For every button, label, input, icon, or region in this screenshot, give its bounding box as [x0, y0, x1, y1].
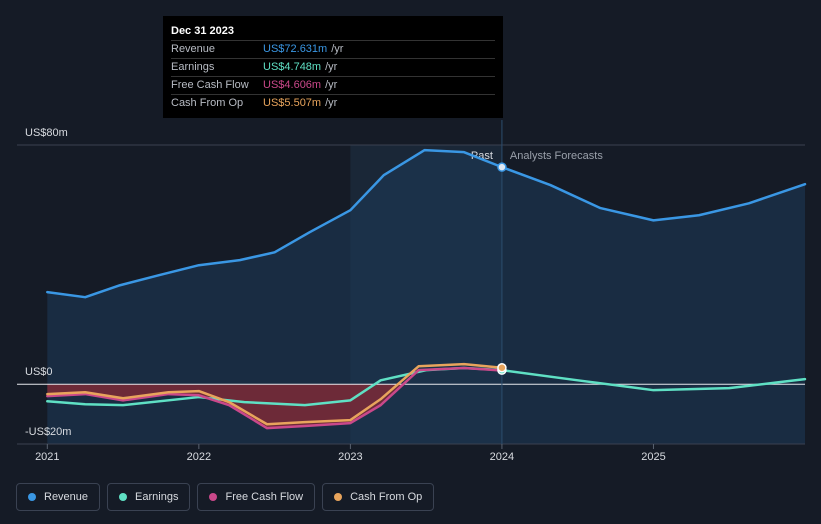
point-marker: [497, 363, 507, 373]
tooltip-date: Dec 31 2023: [171, 25, 234, 37]
tooltip-row: Free Cash Flow US$4.606m/yr: [171, 76, 495, 94]
legend-item[interactable]: Free Cash Flow: [197, 483, 316, 511]
tooltip-value: US$5.507m: [263, 97, 322, 109]
x-tick-label: 2024: [490, 451, 514, 463]
tooltip-label: Cash From Op: [171, 97, 244, 109]
tooltip-row: Revenue US$72.631m/yr: [171, 40, 495, 58]
legend-label: Earnings: [135, 491, 179, 503]
legend-label: Cash From Op: [350, 491, 423, 503]
series-line: [46, 148, 807, 299]
tooltip-label: Earnings: [171, 61, 215, 73]
y-tick-label: US$80m: [25, 127, 68, 139]
legend-swatch: [28, 493, 36, 501]
series-line: [46, 366, 807, 407]
tooltip-label: Free Cash Flow: [171, 79, 249, 91]
legend-item[interactable]: Revenue: [16, 483, 101, 511]
y-tick-label: US$0: [25, 366, 53, 378]
tooltip-unit: /yr: [325, 79, 338, 91]
tooltip-value: US$72.631m: [263, 43, 328, 55]
tooltip-label: Revenue: [171, 43, 216, 55]
past-label: Past: [471, 150, 493, 162]
legend-swatch: [209, 493, 218, 501]
x-tick-label: 2021: [35, 451, 59, 463]
tooltip-value: US$4.748m: [263, 61, 322, 73]
tooltip: Dec 31 2023 Revenue US$72.631m/yr Earnings…: [163, 16, 503, 118]
forecast-label: Analysts Forecasts: [510, 150, 603, 162]
legend: Revenue Earnings Free Cash Flow Cash From O…: [16, 483, 435, 511]
legend-label: Revenue: [44, 491, 89, 503]
x-tick-label: 2022: [187, 451, 211, 463]
x-tick-label: 2023: [338, 451, 362, 463]
legend-swatch: [334, 493, 343, 501]
tooltip-unit: /yr: [325, 97, 338, 109]
series-line: [46, 366, 504, 430]
y-tick-label: -US$20m: [25, 426, 71, 438]
legend-item[interactable]: Earnings: [107, 483, 191, 511]
tooltip-unit: /yr: [325, 61, 338, 73]
tooltip-row: Earnings US$4.748m/yr: [171, 58, 495, 76]
legend-label: Free Cash Flow: [225, 491, 304, 503]
legend-item[interactable]: Cash From Op: [322, 483, 435, 511]
tooltip-unit: /yr: [331, 43, 344, 55]
x-tick-label: 2025: [641, 451, 665, 463]
tooltip-value: US$4.606m: [263, 79, 322, 91]
series-line: [46, 362, 504, 426]
point-marker: [497, 162, 507, 172]
legend-swatch: [119, 493, 128, 501]
tooltip-row: Cash From Op US$5.507m/yr: [171, 94, 495, 112]
revenue-area: [47, 150, 806, 444]
